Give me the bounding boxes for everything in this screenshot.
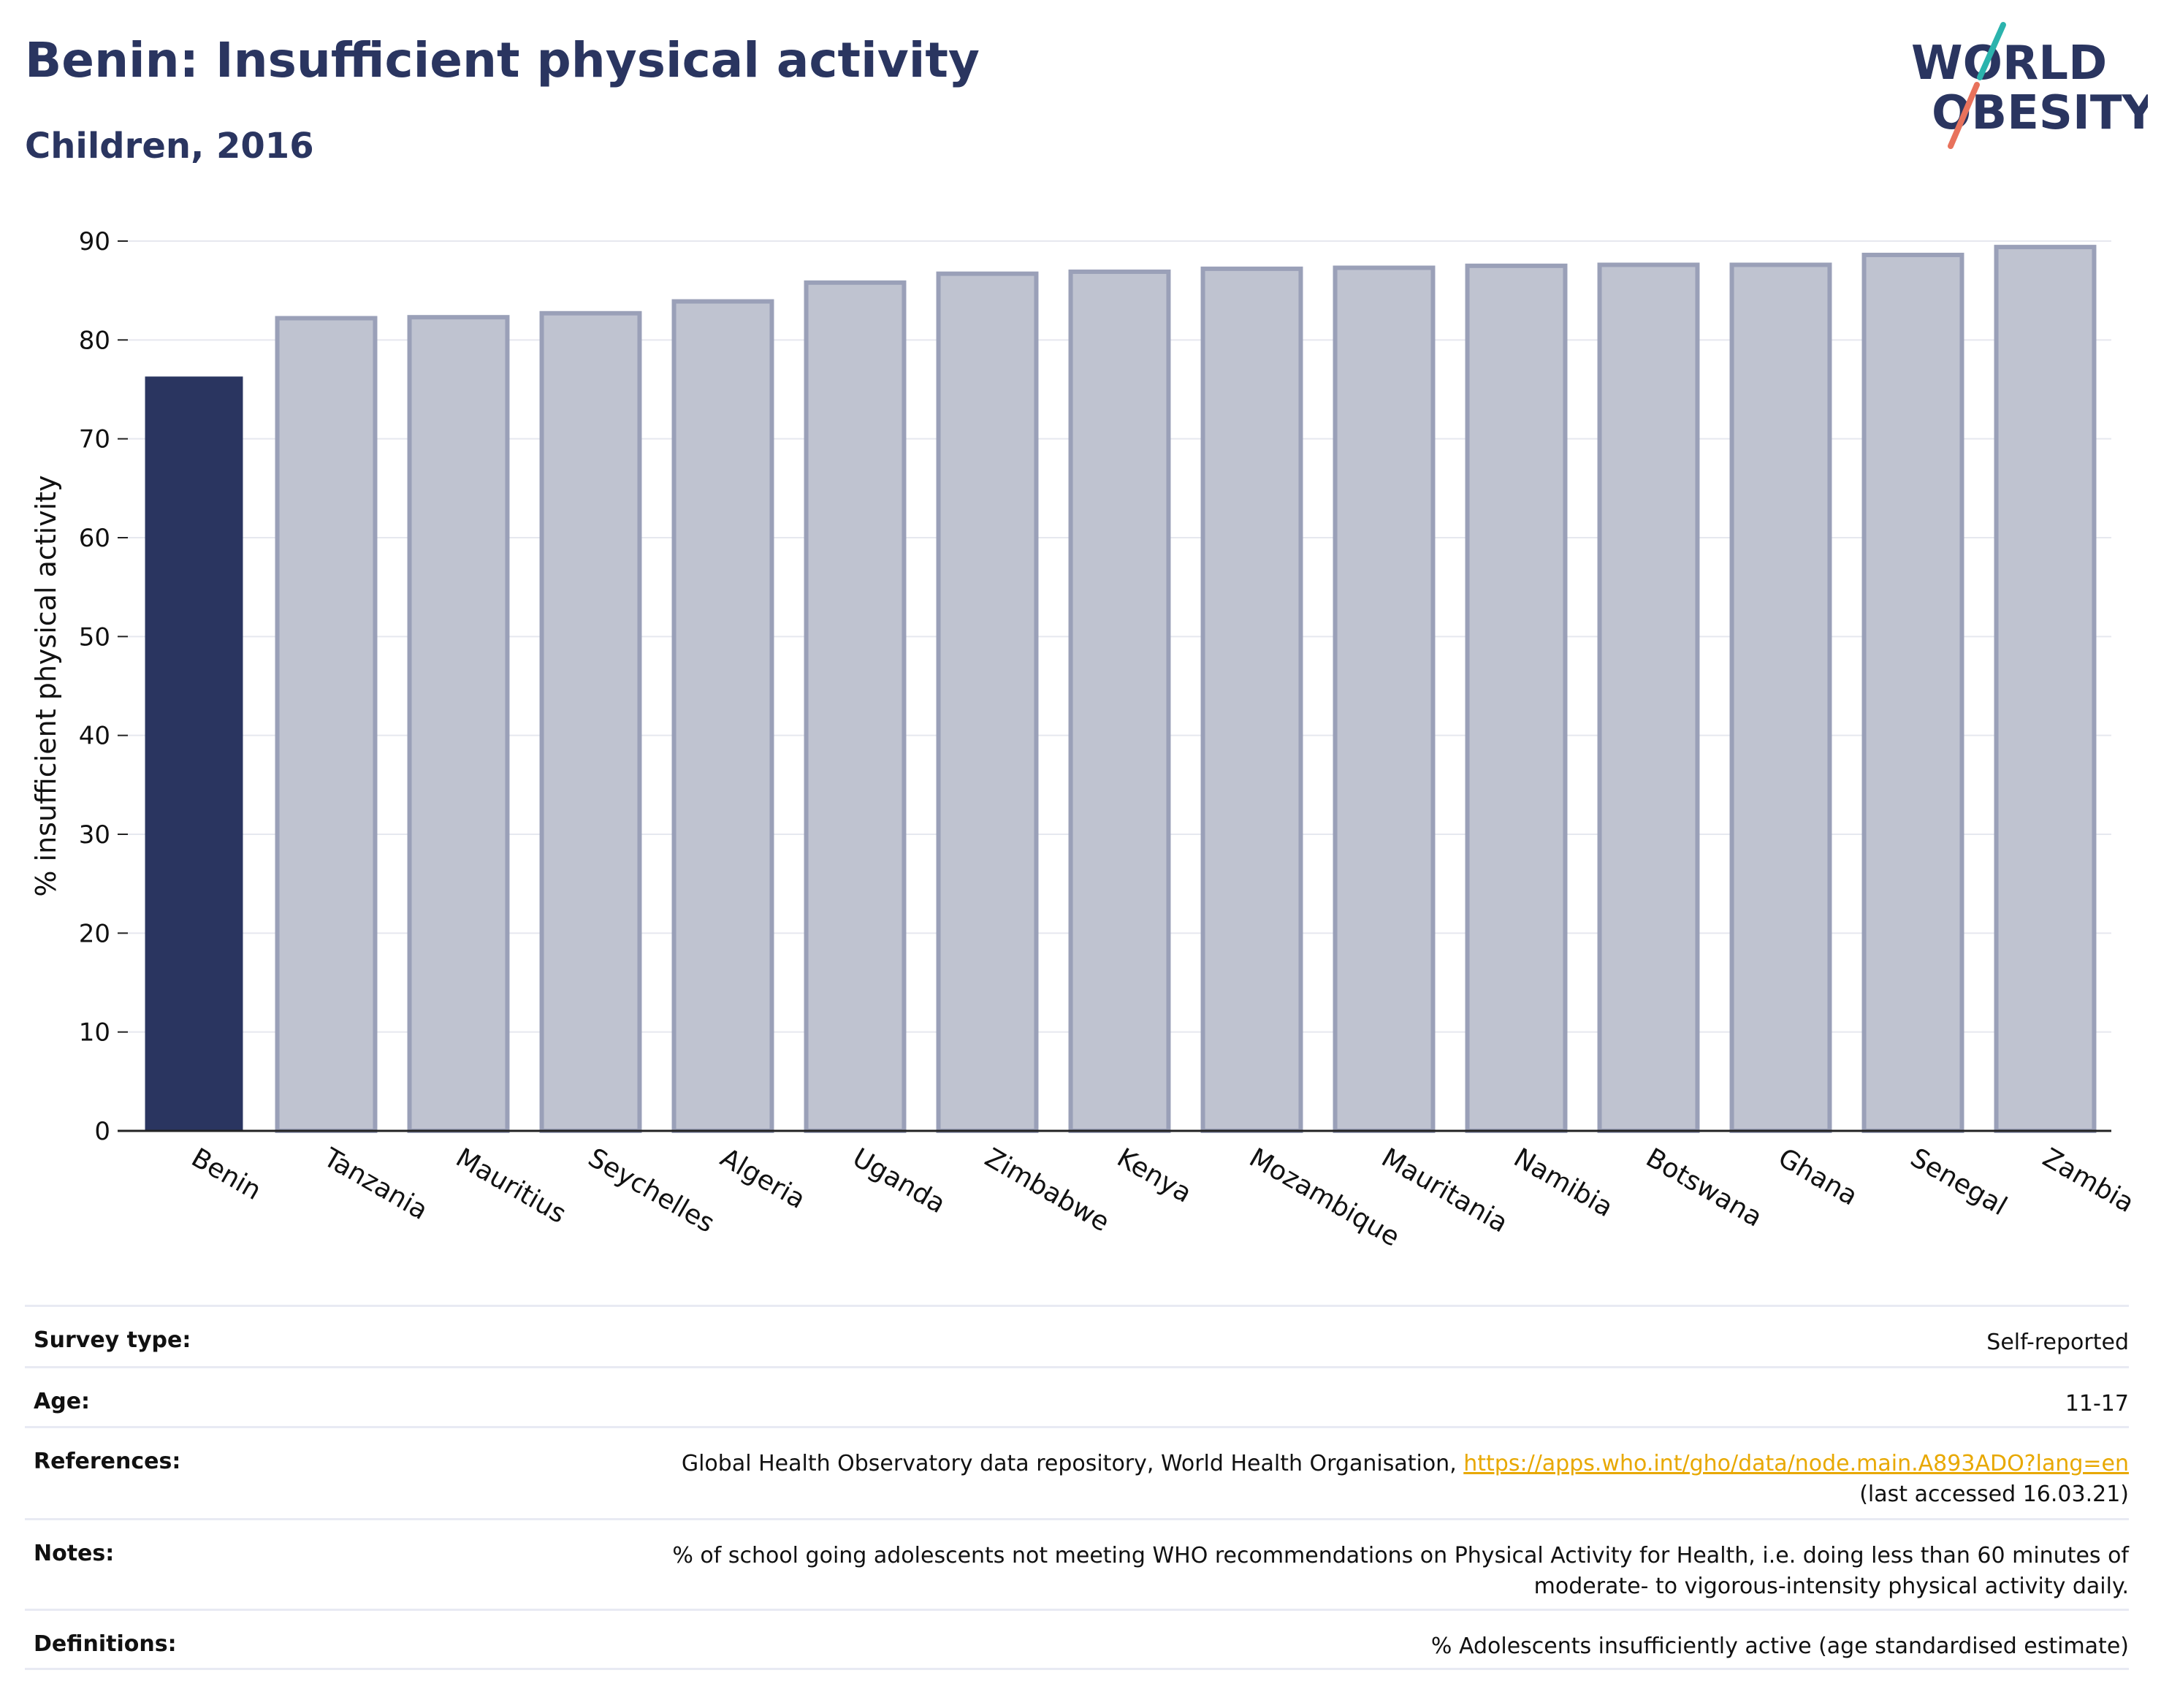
bar-seychelles [539,310,642,1133]
notes-line1: % of school going adolescents not meetin… [672,1543,2129,1568]
y-tick-label: 0 [94,1117,110,1146]
references-value: Global Health Observatory data repositor… [682,1449,2129,1510]
x-tick-label: Kenya [1112,1143,1197,1209]
bars [145,245,2097,1134]
age-label: Age: [34,1389,91,1414]
bar-benin [145,376,243,1131]
bar-botswana [1597,262,1700,1134]
definitions-value: % Adolescents insufficiently active (age… [1430,1633,2129,1659]
survey-type-value: Self-reported [1986,1330,2129,1355]
world-obesity-logo: WORLD OBESITY [1911,22,2148,149]
bar-senegal [1861,252,1964,1133]
references-text: Global Health Observatory data repositor… [681,1451,1464,1476]
meta-row-references: References: Global Health Observatory da… [25,1426,2129,1518]
y-tick-label: 10 [79,1018,110,1048]
logo-slash-top [1977,22,2006,80]
meta-row-notes: Notes: % of school going adolescents not… [25,1518,2129,1609]
bar-tanzania [275,316,378,1133]
logo-slash-bottom [1948,82,1980,149]
x-tick-label: Namibia [1509,1143,1618,1223]
x-tick-label: Zambia [2038,1143,2139,1219]
x-tick-label: Tanzania [318,1143,432,1226]
page-title: Benin: Insufficient physical activity [25,32,980,88]
x-tick-label: Zimbabwe [980,1143,1114,1238]
y-axis-ticks: 0 10 20 30 40 50 60 70 80 90 [79,227,128,1146]
y-tick-label: 30 [79,820,110,850]
bar-mauritius [407,315,510,1133]
logo-text-world: WORLD [1911,37,2107,91]
bar-mauritania [1333,265,1436,1133]
x-tick-label: Botswana [1641,1143,1767,1232]
y-axis-label: % insufficient physical activity [30,475,62,896]
x-tick-label: Uganda [847,1143,950,1219]
page-subtitle: Children, 2016 [25,126,314,167]
x-tick-label: Senegal [1905,1143,2012,1221]
y-tick-label: 20 [79,919,110,948]
y-tick-label: 60 [79,524,110,553]
bar-zambia [1994,245,2097,1133]
bar-kenya [1068,269,1171,1133]
y-tick-label: 80 [79,326,110,355]
x-tick-label: Seychelles [583,1143,720,1238]
survey-type-label: Survey type: [34,1327,191,1353]
y-tick-label: 90 [79,227,110,256]
x-tick-label: Benin [186,1143,266,1206]
bar-ghana [1729,262,1832,1134]
x-tick-label: Algeria [715,1143,810,1215]
notes-label: Notes: [34,1541,115,1566]
age-value: 11-17 [2065,1391,2129,1417]
bar-zimbabwe [936,271,1039,1133]
x-tick-label: Mozambique [1244,1143,1404,1252]
references-suffix: (last accessed 16.03.21) [1859,1482,2129,1507]
meta-row-age: Age: 11-17 [25,1366,2129,1426]
x-tick-label: Mauritius [451,1143,571,1229]
y-tick-label: 50 [79,622,110,652]
x-tick-label: Ghana [1773,1143,1862,1211]
bar-algeria [671,299,774,1133]
metadata-table: Survey type: Self-reported Age: 11-17 Re… [25,1305,2129,1670]
notes-line2: moderate- to vigorous-intensity physical… [1533,1574,2129,1599]
definitions-label: Definitions: [34,1631,177,1657]
bar-chart: 0 10 20 30 40 50 60 70 80 90 Benin Tanzania Mauriti… [30,227,2139,1253]
notes-value: % of school going adolescents not meetin… [672,1541,2129,1602]
bar-namibia [1465,263,1568,1133]
references-label: References: [34,1449,181,1474]
meta-row-survey-type: Survey type: Self-reported [25,1305,2129,1366]
bar-uganda [804,280,907,1134]
bar-mozambique [1200,266,1303,1134]
y-tick-label: 40 [79,722,110,751]
references-link[interactable]: https://apps.who.int/gho/data/node.main.… [1463,1451,2129,1476]
y-tick-label: 70 [79,425,110,454]
meta-row-definitions: Definitions: % Adolescents insufficientl… [25,1609,2129,1670]
